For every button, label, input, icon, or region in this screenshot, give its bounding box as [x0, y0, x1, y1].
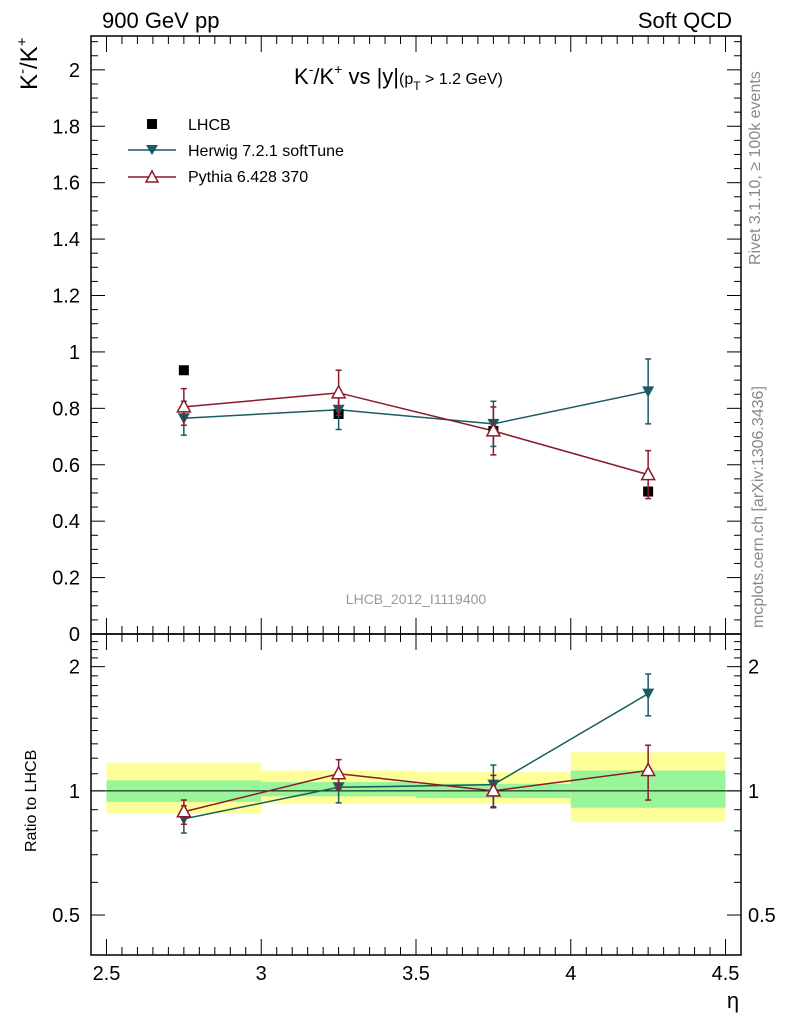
ratio-ytick-label-left: 2	[69, 657, 80, 679]
ratio-series-layer	[176, 673, 656, 834]
main-ytick-label: 0	[69, 624, 80, 646]
legend-marker-lhcb	[147, 119, 157, 129]
main-ytick-label: 2	[69, 60, 80, 82]
title-k1: K	[294, 64, 309, 89]
ratio-point-pythia	[330, 765, 347, 780]
main-point-pythia	[176, 398, 192, 413]
main-point-herwig	[642, 386, 655, 398]
main-ytick-label: 1.8	[52, 116, 80, 138]
ratio-ytick-label-right: 0.5	[748, 905, 776, 927]
main-y-label: K-/K+	[14, 37, 43, 90]
title-cut-open: (p	[399, 71, 413, 88]
x-tick-label: 2.5	[93, 963, 121, 985]
analysis-watermark: LHCB_2012_I1119400	[346, 591, 487, 607]
legend: LHCB Herwig 7.2.1 softTune Pythia 6.428 …	[128, 117, 344, 186]
ratio-point-pythia	[640, 761, 656, 777]
main-line-pythia	[183, 392, 649, 476]
ratio-y-label: Ratio to LHCB	[23, 750, 40, 852]
ratio-line-herwig	[183, 693, 649, 820]
legend-label-herwig: Herwig 7.2.1 softTune	[188, 143, 344, 160]
legend-label-lhcb: LHCB	[188, 117, 231, 134]
main-point-lhcb	[178, 365, 189, 376]
title-minus: -	[309, 61, 314, 77]
ratio-ytick-label-right: 2	[748, 657, 759, 679]
title-plus: +	[334, 61, 342, 77]
ylabel-k2: /K	[16, 46, 43, 69]
title-cut-close: > 1.2 GeV)	[421, 71, 503, 88]
x-tick-label: 4	[565, 963, 576, 985]
chart-title: K-/K+ vs |y|(pT > 1.2 GeV)	[294, 61, 503, 93]
ratio-point-pythia	[485, 782, 502, 797]
mcplots-label: mcplots.cern.ch [arXiv:1306.3436]	[750, 386, 767, 628]
x-tick-label: 4.5	[712, 963, 740, 985]
x-tick-label: 3	[256, 963, 267, 985]
title-k2: /K	[313, 64, 334, 89]
ratio-ytick-label-right: 1	[748, 781, 759, 803]
ratio-point-pythia	[176, 803, 192, 818]
title-cut-sub: T	[413, 79, 421, 93]
main-point-pythia	[330, 384, 347, 399]
ratio-point-herwig	[642, 688, 655, 700]
legend-marker-herwig	[146, 145, 158, 155]
ylabel-plus: +	[14, 37, 31, 46]
header-left-label: 900 GeV pp	[102, 8, 219, 33]
x-axis-label: η	[727, 988, 739, 1013]
rivet-label: Rivet 3.1.10, ≥ 100k events	[747, 71, 764, 265]
main-ytick-label: 0.6	[52, 455, 80, 477]
ratio-ytick-label-left: 0.5	[52, 905, 80, 927]
legend-label-pythia: Pythia 6.428 370	[188, 169, 308, 186]
main-point-pythia	[640, 466, 656, 481]
main-point-pythia	[485, 422, 502, 437]
main-y-ticks: 0 0.2 0.4 0.6 0.8 1 1.2 1.4 1.6 1.8 2	[52, 41, 741, 646]
main-ytick-label: 1	[69, 342, 80, 364]
main-series-layer	[176, 358, 656, 500]
main-ytick-label: 0.8	[52, 398, 80, 420]
main-ytick-label: 1.6	[52, 173, 80, 195]
ylabel-minus: -	[14, 69, 31, 74]
main-ytick-label: 0.2	[52, 568, 80, 590]
main-line-herwig	[183, 390, 649, 425]
x-tick-label: 3.5	[402, 963, 430, 985]
ratio-bands	[106, 752, 726, 823]
legend-marker-pythia	[144, 169, 160, 183]
header-right-label: Soft QCD	[638, 8, 732, 33]
x-ticks: 2.5 3 3.5 4 4.5	[93, 36, 740, 985]
ratio-ytick-label-left: 1	[69, 781, 80, 803]
ylabel-k1: K	[16, 74, 43, 90]
main-ytick-label: 1.2	[52, 286, 80, 308]
ratio-line-pythia	[183, 769, 649, 813]
main-ytick-label: 1.4	[52, 229, 80, 251]
main-ytick-label: 0.4	[52, 511, 80, 533]
title-vs: vs |y|	[342, 64, 399, 89]
